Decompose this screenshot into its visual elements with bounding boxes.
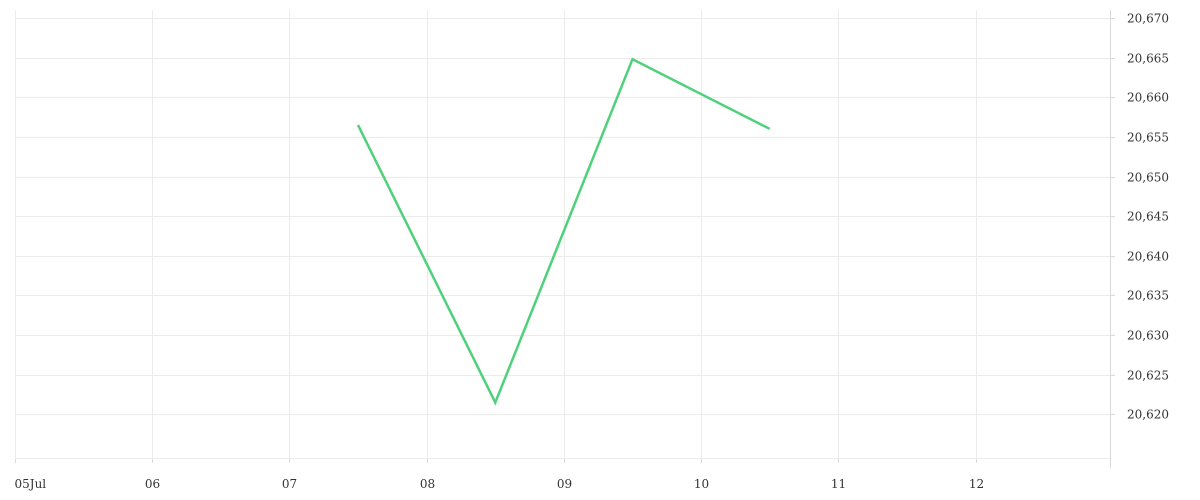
x-tick-label: 06 xyxy=(145,477,160,491)
x-tick-label: 11 xyxy=(831,477,846,491)
series-layer xyxy=(356,57,771,406)
y-tick-label: 20,625 xyxy=(1127,369,1169,383)
x-tick-label: 07 xyxy=(282,477,297,491)
x-tick-label: 10 xyxy=(694,477,709,491)
x-tick-label: 05Jul xyxy=(15,477,47,491)
x-tick-label: 12 xyxy=(969,477,984,491)
x-tick-label: 08 xyxy=(420,477,435,491)
series-line xyxy=(356,57,771,406)
axis-layer xyxy=(15,10,1115,468)
y-tick-label: 20,655 xyxy=(1127,131,1169,145)
y-tick-label: 20,670 xyxy=(1127,12,1169,26)
tick-label-layer: 05Jul 06 07 08 09 10 11 12 20,620 20,625 20,630 20,… xyxy=(15,12,1170,492)
y-tick-label: 20,620 xyxy=(1127,408,1169,422)
y-tick-label: 20,640 xyxy=(1127,250,1169,264)
y-tick-label: 20,660 xyxy=(1127,91,1169,105)
y-tick-label: 20,665 xyxy=(1127,52,1169,66)
grid-layer xyxy=(15,10,1110,458)
x-tick-label: 09 xyxy=(557,477,572,491)
y-tick-label: 20,645 xyxy=(1127,210,1169,224)
y-tick-label: 20,630 xyxy=(1127,329,1169,343)
y-tick-label: 20,635 xyxy=(1127,289,1169,303)
y-tick-label: 20,650 xyxy=(1127,171,1169,185)
